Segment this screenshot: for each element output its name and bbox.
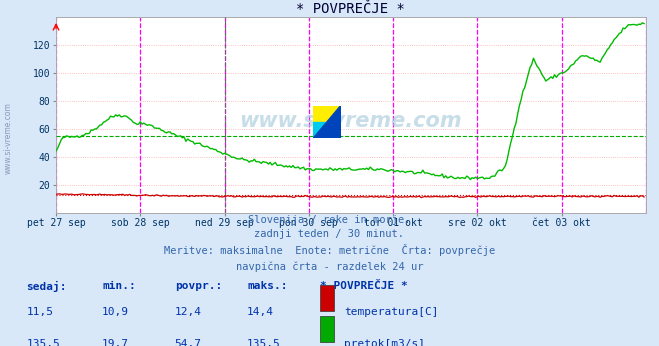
Text: sedaj:: sedaj: <box>26 281 67 292</box>
Text: 19,7: 19,7 <box>102 338 129 346</box>
Text: 11,5: 11,5 <box>26 307 53 317</box>
Text: maks.:: maks.: <box>247 281 287 291</box>
Text: navpična črta - razdelek 24 ur: navpična črta - razdelek 24 ur <box>236 261 423 272</box>
Text: pretok[m3/s]: pretok[m3/s] <box>344 338 425 346</box>
Text: 135,5: 135,5 <box>26 338 60 346</box>
Text: povpr.:: povpr.: <box>175 281 222 291</box>
Polygon shape <box>313 106 341 138</box>
Text: Meritve: maksimalne  Enote: metrične  Črta: povprečje: Meritve: maksimalne Enote: metrične Črta… <box>164 244 495 256</box>
Text: www.si-vreme.com: www.si-vreme.com <box>4 102 13 174</box>
Text: Slovenija / reke in morje.: Slovenija / reke in morje. <box>248 215 411 225</box>
Text: 135,5: 135,5 <box>247 338 281 346</box>
Bar <box>320 316 334 342</box>
Bar <box>313 122 341 138</box>
Text: temperatura[C]: temperatura[C] <box>344 307 438 317</box>
Title: * POVPREČJE *: * POVPREČJE * <box>297 2 405 16</box>
Text: * POVPREČJE *: * POVPREČJE * <box>320 281 407 291</box>
Text: min.:: min.: <box>102 281 136 291</box>
Text: 12,4: 12,4 <box>175 307 202 317</box>
Bar <box>320 285 334 311</box>
Text: 54,7: 54,7 <box>175 338 202 346</box>
Text: www.si-vreme.com: www.si-vreme.com <box>240 111 462 131</box>
Text: 14,4: 14,4 <box>247 307 274 317</box>
Text: 10,9: 10,9 <box>102 307 129 317</box>
Bar <box>313 106 341 122</box>
Text: zadnji teden / 30 minut.: zadnji teden / 30 minut. <box>254 229 405 239</box>
